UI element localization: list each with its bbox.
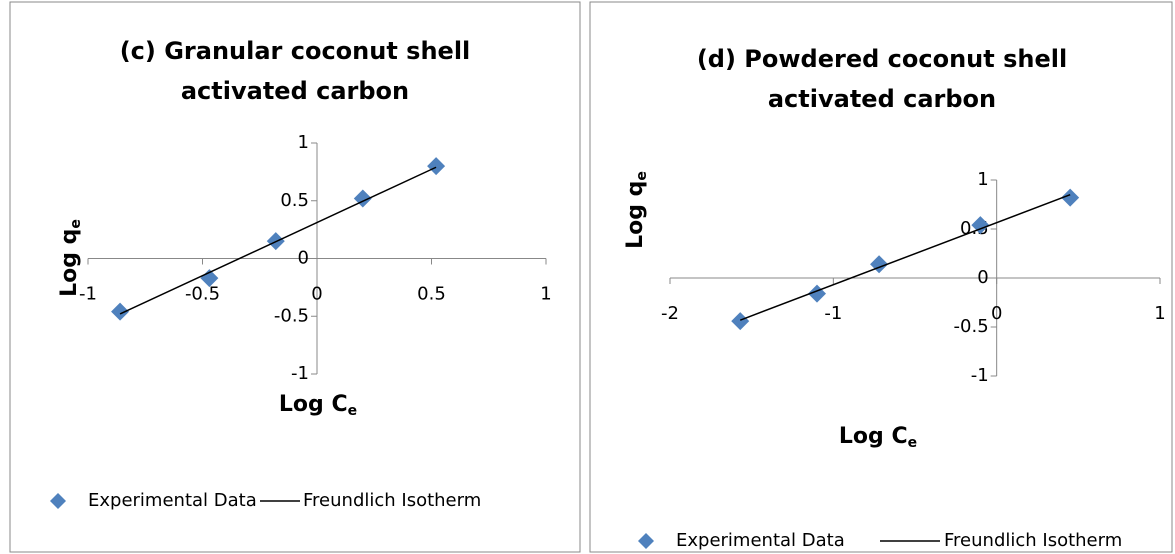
legend-marker [638,533,654,549]
y-tick-label: -0.5 [954,316,989,337]
legend-label: Experimental Data [88,490,257,511]
x-tick-label: -0.5 [185,284,220,305]
x-axis-label-main: Log C [839,424,908,449]
chart-title: activated carbon [768,85,996,113]
x-tick-label: 0 [991,303,1002,324]
fit-line [119,166,437,315]
y-tick-label: 0 [298,248,309,269]
chart-title: activated carbon [181,77,409,105]
legend-label: Experimental Data [676,530,845,551]
data-point [731,312,750,331]
y-axis-label-main: Log q [57,229,82,297]
x-tick-label: -1 [79,284,97,305]
x-axis-label-main: Log C [279,392,348,417]
y-tick-label: -1 [291,363,309,384]
x-tick-label: 1 [1154,303,1165,324]
y-tick-label: 1 [298,132,309,153]
y-axis-label-sub: e [634,171,650,181]
chart-title: (c) Granular coconut shell [120,37,471,65]
data-point [971,216,990,235]
y-tick-label: 0.5 [280,190,309,211]
data-point [427,157,446,176]
x-axis-label: Log Ce [279,392,357,419]
data-point [111,302,130,321]
y-tick-label: -1 [971,365,989,386]
legend-marker [50,493,66,509]
chart-title: (d) Powdered coconut shell [697,45,1067,73]
x-axis-label-sub: e [908,435,918,451]
x-axis-label: Log Ce [839,424,917,451]
y-tick-label: -0.5 [274,305,309,326]
panel-border [589,1,1173,553]
y-axis-label-main: Log q [623,181,648,249]
legend-label: Freundlich Isotherm [303,490,481,511]
data-point [200,269,219,288]
x-tick-label: 0.5 [417,284,446,305]
x-tick-label: 0 [311,284,322,305]
panel-border [9,1,581,553]
x-tick-label: -1 [824,303,842,324]
y-axis-label: Log qe [623,171,650,249]
y-axis-label: Log qe [57,219,84,297]
data-point [1061,188,1080,207]
x-tick-label: 1 [540,284,551,305]
x-axis-label-sub: e [348,403,358,419]
fit-line [739,193,1071,321]
y-tick-label: 1 [977,169,988,190]
y-axis-label-sub: e [68,219,84,229]
legend-label: Freundlich Isotherm [944,530,1122,551]
x-tick-label: -2 [661,303,679,324]
y-tick-label: 0 [977,267,988,288]
